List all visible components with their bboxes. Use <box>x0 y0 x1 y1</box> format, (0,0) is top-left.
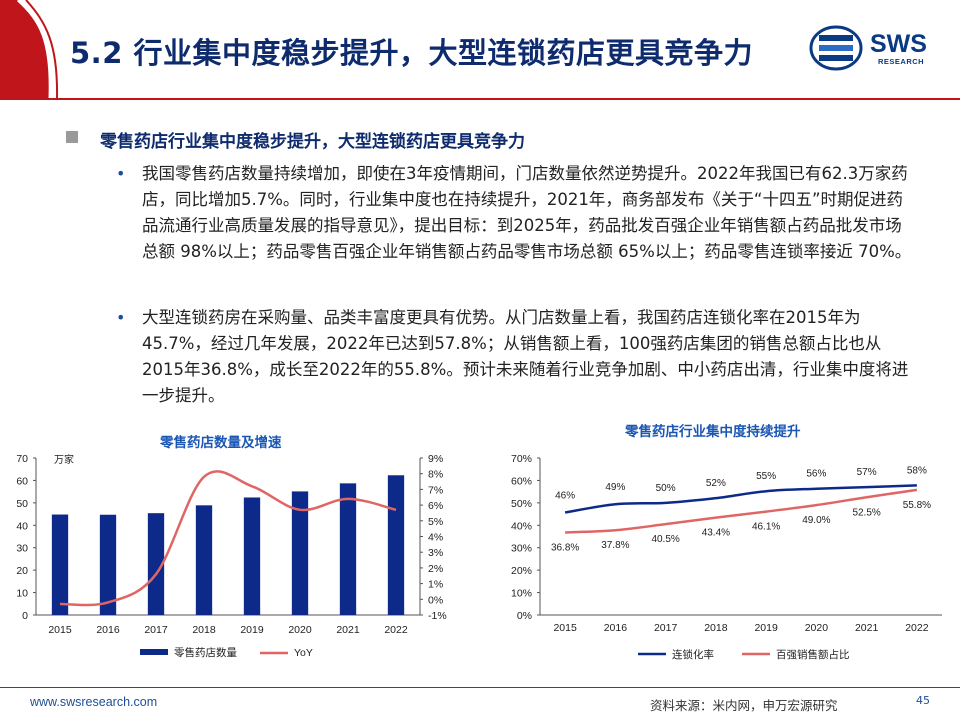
x-tick-label: 2017 <box>654 622 678 634</box>
footer-divider <box>0 687 960 688</box>
data-label: 52% <box>706 478 726 489</box>
y-tick-label-right: 2% <box>428 563 443 575</box>
data-label: 49.0% <box>802 515 830 526</box>
y-tick-label-left: 30 <box>16 543 28 555</box>
bullet-paragraph-2: 大型连锁药房在采购量、品类丰富度更具有优势。从门店数量上看，我国药店连锁化率在2… <box>142 308 909 405</box>
data-label: 46% <box>555 491 575 502</box>
y-tick-label: 20% <box>511 565 532 577</box>
concentration-chart: 0% 10% 20% 30% 40% 50% 60% 70% 2015 2016 2017 2018 2… <box>511 453 942 661</box>
y-tick-label-left: 10 <box>16 588 28 600</box>
bar <box>51 514 69 615</box>
y-tick-label-right: 8% <box>428 469 443 481</box>
y-tick-label: 0% <box>517 610 532 622</box>
data-label: 52.5% <box>852 507 880 518</box>
y-tick-label-right: 3% <box>428 547 443 559</box>
bullet-dot-icon: • <box>116 308 126 327</box>
y-tick-label-right: -1% <box>428 610 447 622</box>
y-tick-label-left: 0 <box>22 610 28 622</box>
x-tick-label: 2021 <box>336 624 360 636</box>
bullet-paragraph-1: 我国零售药店数量持续增加，即使在3年疫情期间，门店数量依然逆势提升。2022年我… <box>142 164 912 261</box>
data-label: 36.8% <box>551 542 579 553</box>
unit-label: 万家 <box>54 453 74 466</box>
bar <box>387 475 405 615</box>
x-tick-label: 2016 <box>604 622 628 634</box>
logo-mark-icon <box>809 25 863 71</box>
website-link[interactable]: www.swsresearch.com <box>30 695 158 709</box>
data-label: 46.1% <box>752 522 780 533</box>
data-label: 55.8% <box>903 500 931 511</box>
page-number: 45 <box>916 694 930 707</box>
y-tick-label-left: 40 <box>16 520 28 532</box>
data-label: 49% <box>605 482 625 493</box>
source-note: 资料来源：米内网，申万宏源研究 <box>650 698 838 713</box>
chart-1-title: 零售药店数量及增速 <box>160 435 282 451</box>
section-marker-icon <box>66 131 78 143</box>
data-label: 57% <box>857 467 877 478</box>
bar <box>147 513 165 615</box>
y-tick-label: 10% <box>511 588 532 600</box>
title-accent-shape <box>0 0 59 98</box>
data-label: 56% <box>806 469 826 480</box>
y-tick-label-right: 7% <box>428 484 443 496</box>
data-label: 43.4% <box>702 528 730 539</box>
x-tick-label: 2022 <box>384 624 408 636</box>
x-tick-label: 2018 <box>704 622 728 634</box>
x-tick-label: 2015 <box>553 622 577 634</box>
y-tick-label: 70% <box>511 453 532 465</box>
legend-bar-label: 零售药店数量 <box>174 646 237 659</box>
bar <box>339 483 357 615</box>
y-tick-label-right: 6% <box>428 500 443 512</box>
logo-text: SWS <box>870 30 927 58</box>
x-tick-label: 2022 <box>905 622 929 634</box>
x-tick-label: 2021 <box>855 622 879 634</box>
legend-share-label: 百强销售额占比 <box>776 648 850 661</box>
y-tick-label: 30% <box>511 543 532 555</box>
x-tick-label: 2020 <box>288 624 312 636</box>
data-label: 58% <box>907 465 927 476</box>
title-bar: 5.2 行业集中度稳步提升，大型连锁药店更具竞争力 SWS RESEARCH <box>0 0 960 100</box>
y-tick-label-right: 9% <box>428 453 443 465</box>
yoy-line <box>59 470 397 607</box>
x-tick-label: 2019 <box>240 624 264 636</box>
section-heading-text: 零售药店行业集中度稳步提升，大型连锁药店更具竞争力 <box>100 132 525 152</box>
y-tick-label-left: 50 <box>16 498 28 510</box>
bar <box>195 505 213 615</box>
chart-2-title: 零售药店行业集中度持续提升 <box>625 424 801 440</box>
data-label: 37.8% <box>601 540 629 551</box>
y-tick-label-left: 20 <box>16 565 28 577</box>
y-tick-label-right: 5% <box>428 516 443 528</box>
top100-share-line <box>565 488 918 534</box>
y-tick-label-left: 60 <box>16 475 28 487</box>
y-tick-label: 40% <box>511 520 532 532</box>
data-label: 50% <box>656 483 676 494</box>
y-tick-label-right: 1% <box>428 579 443 591</box>
y-tick-label-right: 0% <box>428 594 443 606</box>
store-count-chart: 0 10 20 30 40 50 60 70 -1% 0% 1% 2% 3% 4% 5% 6% 7% 8% 9% 万家… <box>16 453 447 659</box>
bar <box>99 514 117 615</box>
bullet-dot-icon: • <box>116 164 126 183</box>
y-tick-label-left: 70 <box>16 453 28 465</box>
data-label: 55% <box>756 471 776 482</box>
bar <box>291 491 309 615</box>
y-tick-label-right: 4% <box>428 532 443 544</box>
x-tick-label: 2017 <box>144 624 168 636</box>
legend-line-label: YoY <box>294 647 313 659</box>
y-tick-label: 60% <box>511 475 532 487</box>
legend-bar-swatch <box>140 649 168 655</box>
legend-chain-label: 连锁化率 <box>672 648 714 661</box>
x-tick-label: 2019 <box>754 622 778 634</box>
chain-rate-line <box>564 484 917 514</box>
page-title: 5.2 行业集中度稳步提升，大型连锁药店更具竞争力 <box>70 36 753 70</box>
x-tick-label: 2016 <box>96 624 120 636</box>
bar <box>243 497 261 615</box>
x-tick-label: 2015 <box>48 624 72 636</box>
sws-logo: SWS RESEARCH <box>808 24 948 72</box>
y-tick-label: 50% <box>511 498 532 510</box>
x-tick-label: 2018 <box>192 624 216 636</box>
x-tick-label: 2020 <box>805 622 829 634</box>
logo-subtext: RESEARCH <box>878 57 925 66</box>
data-label: 40.5% <box>651 534 679 545</box>
